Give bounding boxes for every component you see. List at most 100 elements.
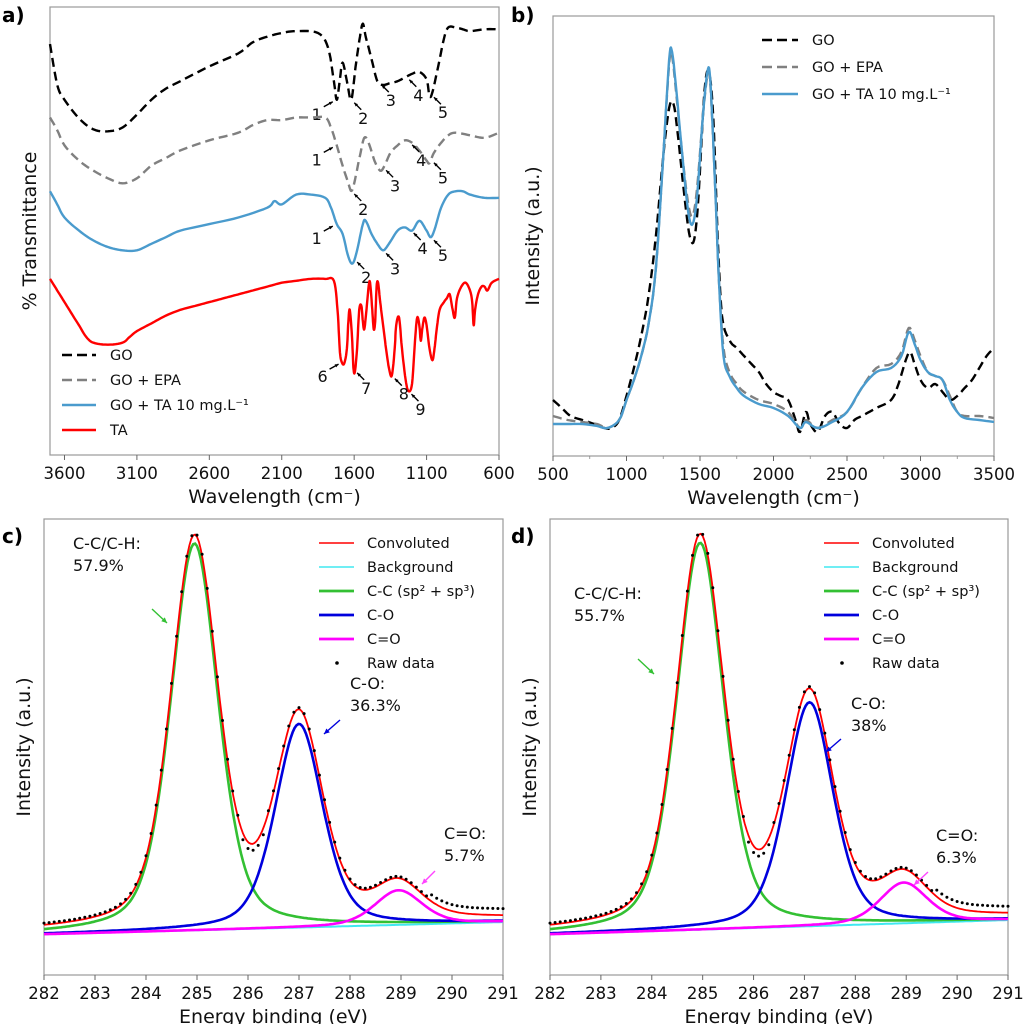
raw-data-point xyxy=(731,757,735,761)
peak-arrow-head xyxy=(357,372,361,377)
annotation-value: 38% xyxy=(851,716,887,735)
raw-data-point xyxy=(579,917,582,921)
raw-data-point xyxy=(175,634,179,638)
y-axis-label: Intensity (a.u.) xyxy=(522,166,544,305)
raw-data-point xyxy=(261,833,265,837)
raw-data-point xyxy=(904,866,908,870)
raw-data-point xyxy=(950,898,954,902)
raw-data-point xyxy=(721,674,725,678)
raw-data-point xyxy=(210,629,214,633)
raw-data-point xyxy=(573,918,577,922)
peak-label: 3 xyxy=(386,91,396,110)
raw-data-point xyxy=(864,875,867,878)
peak-label: 8 xyxy=(399,385,409,404)
annotation-value: 6.3% xyxy=(936,848,977,867)
peak-arrow-head xyxy=(354,193,359,198)
raw-data-point xyxy=(465,905,469,909)
panel-c-xps-chart: 282 283 284 285 286 287 288 289 290 291 Energy bin… xyxy=(13,518,519,1024)
raw-data-point xyxy=(909,869,913,873)
raw-data-point xyxy=(563,919,567,923)
raw-data-point xyxy=(838,809,842,813)
annotation-value: 36.3% xyxy=(350,696,401,715)
legend-label: C-O xyxy=(367,608,394,624)
x-tick-label: 282 xyxy=(28,984,60,1003)
raw-data-point xyxy=(858,869,862,873)
legend: Convoluted Background C-C (sp² + sp³) C-O C=… xyxy=(319,536,475,672)
raw-data-point xyxy=(650,853,654,857)
x-tick-label: 287 xyxy=(283,984,315,1003)
raw-data-point xyxy=(404,877,408,881)
legend-swatch xyxy=(840,661,844,665)
annotation-label: C-O: xyxy=(350,674,385,693)
x-tick-label: 291 xyxy=(992,984,1024,1003)
raw-data-point xyxy=(113,905,117,909)
peak-label: 3 xyxy=(390,176,400,195)
raw-data-point xyxy=(976,903,979,907)
raw-data-point xyxy=(670,726,674,730)
raw-data-point xyxy=(747,840,750,844)
raw-data-point xyxy=(970,903,974,906)
raw-data-point xyxy=(797,705,801,709)
peak-arrow-head xyxy=(433,97,438,101)
x-tick-label: 3500 xyxy=(973,465,1015,484)
legend-label: Convoluted xyxy=(872,536,955,552)
x-tick-label: 1100 xyxy=(406,464,448,483)
raw-data-point xyxy=(149,832,153,835)
raw-data-point xyxy=(685,589,689,593)
legend-label: Raw data xyxy=(872,656,940,672)
series-line-go xyxy=(552,69,995,434)
raw-data-point xyxy=(215,675,219,679)
raw-data-point xyxy=(894,867,898,870)
x-axis-label: Wavelength (cm⁻) xyxy=(687,487,860,509)
peak-label: 5 xyxy=(438,103,448,122)
component-line-cc xyxy=(43,542,503,931)
series-line-go xyxy=(48,22,499,133)
raw-data-point xyxy=(792,728,796,732)
panel-a-ftir-chart: 3600 3100 2600 2100 1600 1100 600 Wavelength (c… xyxy=(19,6,515,508)
raw-data-point xyxy=(180,590,184,594)
raw-data-point xyxy=(246,847,250,850)
component-line-co xyxy=(43,722,503,935)
peak-label: 2 xyxy=(358,109,368,128)
raw-data-point xyxy=(879,875,883,879)
y-axis-label: % Transmittance xyxy=(19,152,41,311)
raw-data-point xyxy=(716,629,720,633)
raw-data-point xyxy=(609,910,613,913)
raw-data-point xyxy=(103,910,107,914)
raw-data-point xyxy=(83,915,87,919)
raw-data-point xyxy=(170,681,173,685)
peak-arrow-head xyxy=(411,394,416,398)
raw-data-point xyxy=(848,848,852,852)
raw-data-point xyxy=(139,870,143,874)
raw-data-point xyxy=(665,768,669,771)
raw-data-point xyxy=(935,888,939,892)
raw-data-point xyxy=(629,897,633,901)
raw-data-point xyxy=(312,749,316,753)
raw-data-point xyxy=(802,690,806,694)
panel-d-xps-chart: 282 283 284 285 286 287 288 289 290 291 Energy bin… xyxy=(519,518,1024,1024)
legend-label: C-O xyxy=(872,608,899,624)
peak-label: 2 xyxy=(361,268,371,287)
x-tick-label: 282 xyxy=(534,984,566,1003)
raw-data-point xyxy=(272,789,275,793)
component-line-cc xyxy=(549,541,1008,931)
raw-data-point xyxy=(884,872,888,876)
raw-data-point xyxy=(757,854,761,858)
raw-data-point xyxy=(68,918,71,922)
raw-data-point xyxy=(853,861,857,864)
raw-data-point xyxy=(333,840,337,844)
x-axis-label: Energy binding (eV) xyxy=(685,1006,874,1024)
x-tick-label: 289 xyxy=(385,984,417,1003)
peak-arrow-head xyxy=(381,85,386,89)
raw-data-point xyxy=(930,889,934,892)
raw-data-point xyxy=(874,877,878,881)
raw-data-point xyxy=(144,854,148,858)
raw-data-point xyxy=(645,870,649,874)
peak-label: 1 xyxy=(312,150,322,169)
raw-data-point xyxy=(282,744,286,748)
series-line-go-ta-10-mg-l- xyxy=(48,189,500,265)
panel-label-b: b) xyxy=(511,3,534,27)
raw-data-point xyxy=(726,718,730,722)
raw-data-point xyxy=(481,906,485,910)
x-axis-label: Energy binding (eV) xyxy=(179,1006,368,1024)
